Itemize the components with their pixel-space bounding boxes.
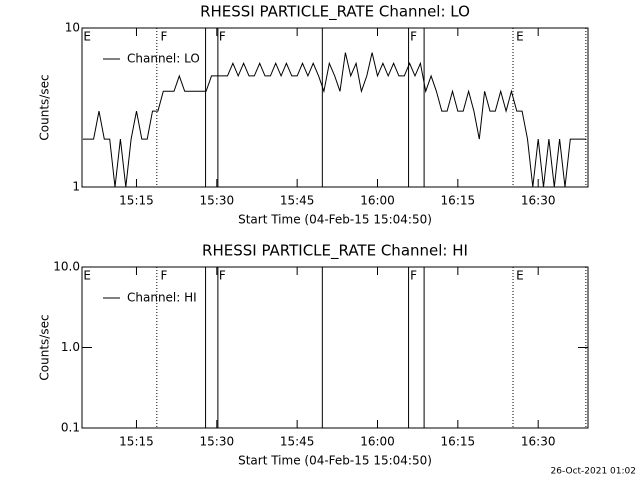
x-tick-label: 16:00 [360, 435, 395, 449]
flag-label: E [516, 269, 524, 283]
y-axis-label: Counts/sec [38, 314, 52, 380]
x-axis-label: Start Time (04-Feb-15 15:04:50) [238, 454, 432, 468]
x-axis-label: Start Time (04-Feb-15 15:04:50) [238, 213, 432, 227]
flag-label: F [219, 30, 226, 44]
y-tick-label: 1 [72, 180, 80, 194]
flag-label: F [219, 269, 226, 283]
y-tick-label: 10 [65, 21, 80, 35]
y-tick-label: 0.1 [61, 421, 80, 435]
chart-title: RHESSI PARTICLE_RATE Channel: LO [200, 3, 470, 22]
flag-label: E [516, 30, 524, 44]
x-tick-label: 16:30 [521, 435, 556, 449]
x-tick-label: 16:15 [441, 435, 476, 449]
flag-label: F [161, 269, 168, 283]
x-tick-label: 15:30 [200, 435, 235, 449]
plot-frame [81, 27, 589, 188]
x-tick-label: 16:00 [360, 194, 395, 208]
x-tick-label: 15:45 [280, 194, 315, 208]
flag-label: E [83, 30, 91, 44]
flag-label: E [83, 269, 91, 283]
flag-label: F [410, 30, 417, 44]
legend-label: Channel: HI [127, 291, 197, 305]
x-tick-label: 16:30 [521, 194, 556, 208]
flag-label: F [161, 30, 168, 44]
y-tick-label: 10.0 [53, 260, 80, 274]
x-tick-label: 15:15 [119, 435, 154, 449]
x-tick-label: 16:15 [441, 194, 476, 208]
x-tick-label: 15:15 [119, 194, 154, 208]
x-tick-label: 15:45 [280, 435, 315, 449]
y-tick-label: 1.0 [61, 340, 80, 354]
data-line [82, 52, 587, 188]
y-axis-label: Counts/sec [38, 74, 52, 140]
legend-label: Channel: LO [127, 52, 200, 66]
chart-title: RHESSI PARTICLE_RATE Channel: HI [202, 242, 468, 261]
flag-label: F [410, 269, 417, 283]
footer: 26-Oct-2021 01:02 [551, 467, 636, 477]
x-tick-label: 15:30 [200, 194, 235, 208]
